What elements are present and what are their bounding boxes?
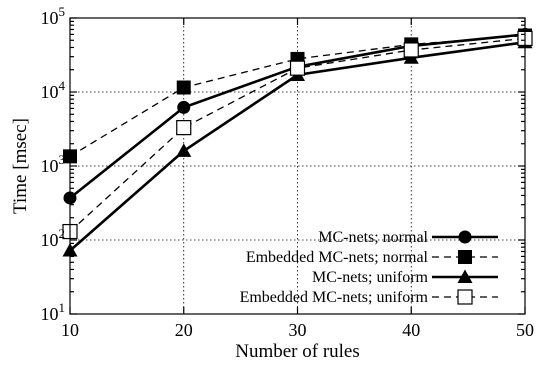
data-point	[176, 120, 192, 136]
x-tick-label: 50	[516, 320, 534, 340]
legend-item: MC-nets; normal	[318, 229, 498, 246]
y-tick-label: 101	[41, 300, 66, 324]
legend-label: MC-nets; normal	[318, 229, 428, 246]
x-tick-label: 30	[289, 320, 307, 340]
legend-label: Embedded MC-nets; normal	[246, 249, 429, 266]
x-tick-label: 10	[61, 320, 79, 340]
x-axis-title: Number of rules	[235, 341, 360, 362]
legend-marker	[458, 250, 472, 264]
series-line	[69, 34, 526, 157]
legend-marker	[457, 289, 473, 305]
data-point	[176, 80, 191, 95]
x-tick-label: 20	[175, 320, 193, 340]
data-point	[403, 42, 419, 58]
legend-item: MC-nets; uniform	[312, 269, 498, 286]
legend-marker	[457, 269, 473, 283]
legend-item: Embedded MC-nets; uniform	[240, 289, 498, 306]
legend: MC-nets; normal Embedded MC-nets; normal M…	[240, 229, 498, 306]
data-point	[289, 60, 306, 76]
data-point	[177, 100, 191, 114]
y-tick-label: 102	[41, 226, 66, 250]
y-tick-label: 105	[41, 4, 66, 28]
legend-item: Embedded MC-nets; normal	[246, 249, 498, 266]
y-tick-label: 103	[41, 152, 66, 176]
series-layer	[62, 27, 533, 257]
data-point	[176, 143, 192, 157]
axis-ticks: 10 20 30 40 50 101 102 103 104 105	[41, 4, 535, 340]
legend-label: MC-nets; uniform	[312, 269, 429, 286]
legend-marker	[458, 230, 472, 244]
y-axis-title: Time [msec]	[10, 118, 31, 214]
legend-label: Embedded MC-nets; uniform	[240, 289, 429, 306]
y-tick-label: 104	[41, 78, 66, 102]
x-tick-label: 40	[402, 320, 420, 340]
series-4	[62, 30, 533, 240]
